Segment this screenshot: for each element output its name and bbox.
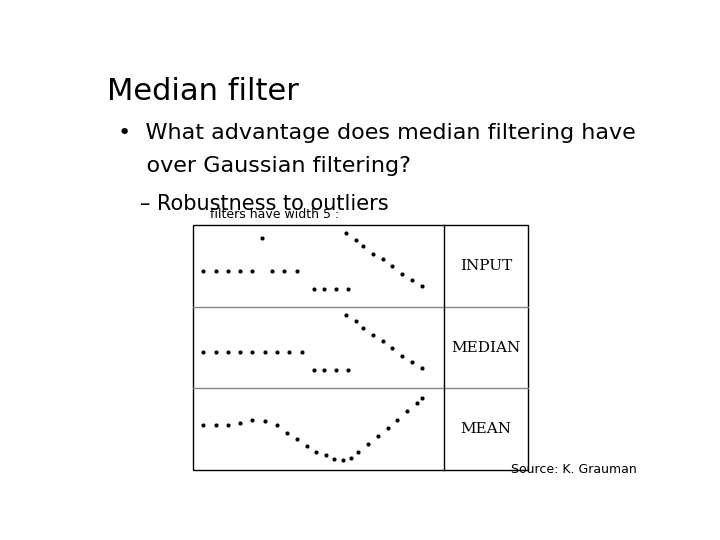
Text: MEAN: MEAN [461,422,512,436]
Text: MEDIAN: MEDIAN [451,341,521,355]
Text: INPUT: INPUT [460,259,513,273]
Text: •  What advantage does median filtering have: • What advantage does median filtering h… [118,123,636,143]
Text: over Gaussian filtering?: over Gaussian filtering? [118,156,411,176]
Text: filters have width 5 :: filters have width 5 : [210,208,339,221]
Text: Median filter: Median filter [107,77,299,106]
Text: – Robustness to outliers: – Robustness to outliers [140,194,389,214]
Text: Source: K. Grauman: Source: K. Grauman [511,463,637,476]
